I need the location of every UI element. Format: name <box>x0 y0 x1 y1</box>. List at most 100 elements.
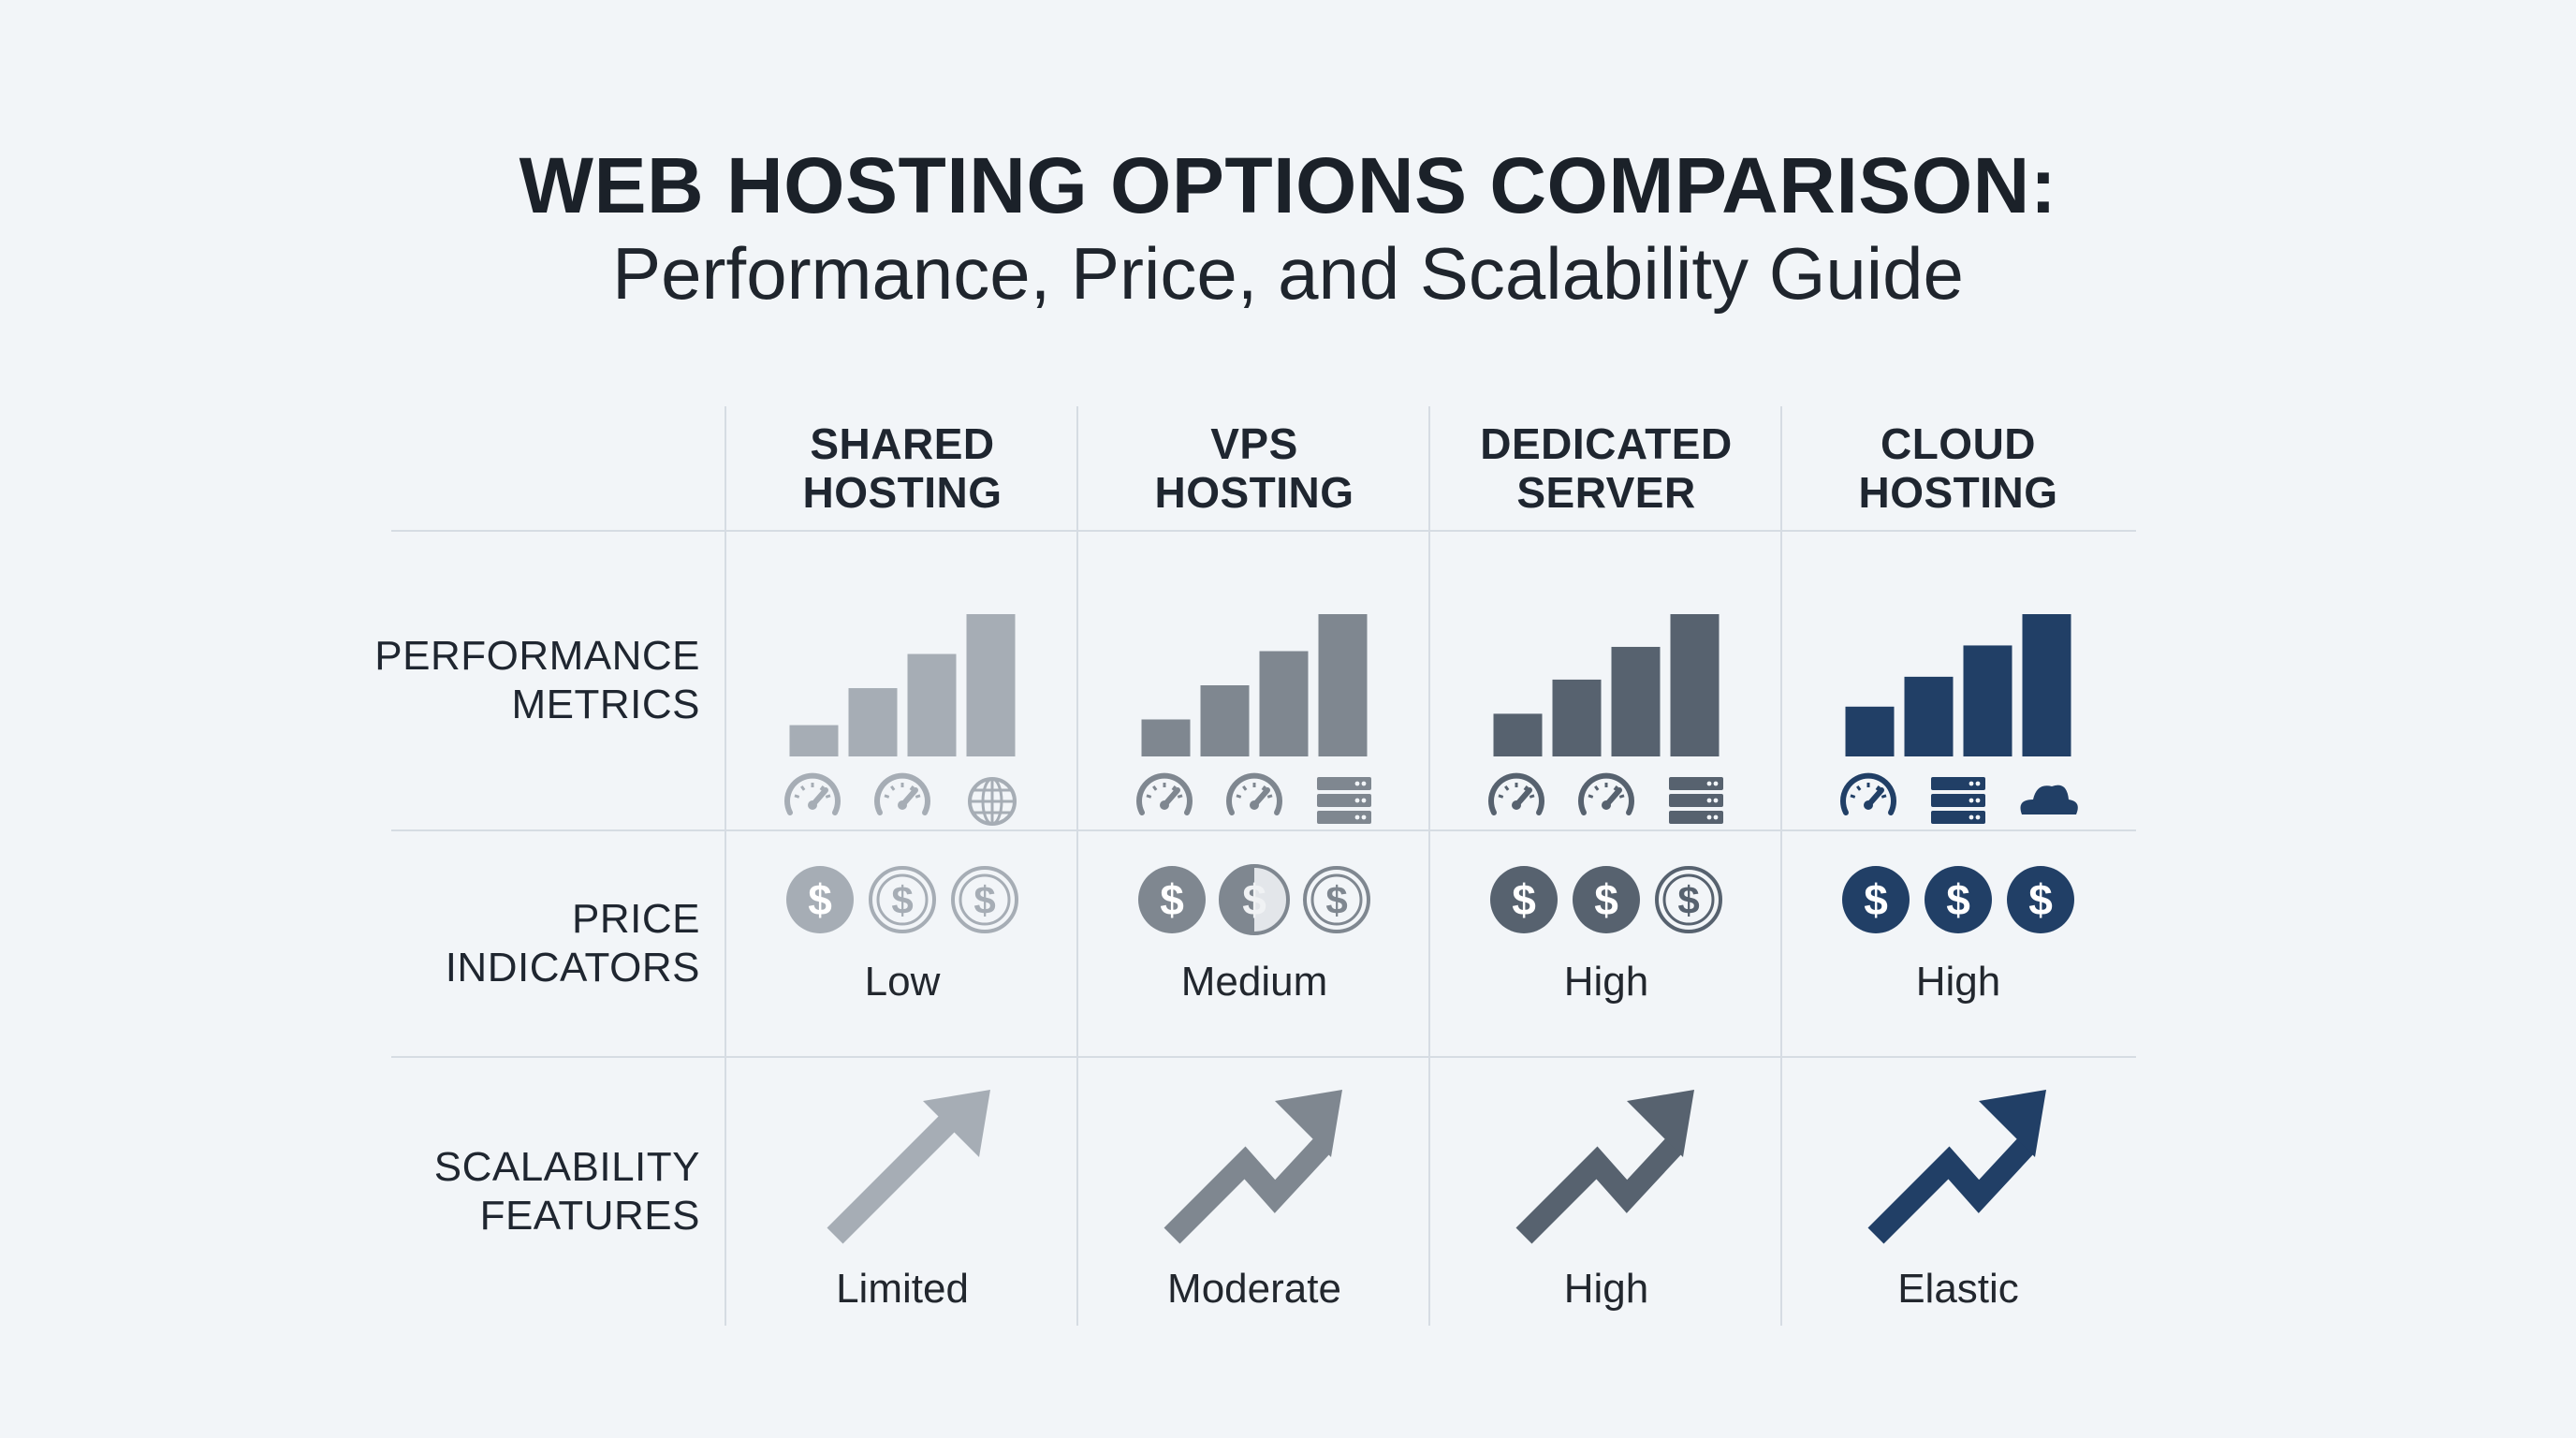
speedometer-icon <box>1226 772 1282 815</box>
svg-text:$: $ <box>891 878 913 922</box>
row-header-scalability: SCALABILITY FEATURES <box>391 1058 700 1326</box>
dollar-coin-icon: $ <box>1655 866 1722 933</box>
dollar-coin-icon: $ <box>1573 866 1640 933</box>
row-header-line: METRICS <box>511 682 700 727</box>
server-icon <box>1669 777 1723 824</box>
speedometer-icon <box>1578 772 1634 815</box>
scalability-cell-dedicated: High <box>1430 1058 1782 1326</box>
svg-text:$: $ <box>1160 875 1184 924</box>
dollar-coin-icon: $ <box>1490 866 1558 933</box>
svg-text:$: $ <box>2028 875 2053 924</box>
price-cell-cloud: $ $ $ High <box>1782 831 2134 1056</box>
price-cell-shared: $ $ $ Low <box>726 831 1078 1056</box>
performance-bar <box>789 725 839 756</box>
row-header-performance: PERFORMANCE METRICS <box>374 532 700 829</box>
dollar-coin-icon: $ <box>786 866 854 933</box>
scalability-cell-cloud: Elastic <box>1782 1058 2134 1326</box>
scalability-label: High <box>1563 1266 1649 1312</box>
server-icon <box>1317 777 1371 824</box>
dollar-coin-icon: $ <box>1138 866 1206 933</box>
column-header-line: HOSTING <box>1154 468 1354 517</box>
performance-bar <box>966 614 1016 756</box>
performance-bar <box>1552 679 1602 756</box>
scalability-label: Elastic <box>1897 1266 2019 1312</box>
row-divider <box>391 829 2136 831</box>
performance-bar <box>1963 645 2012 756</box>
row-header-line: PERFORMANCE <box>374 633 700 679</box>
column-header-line: SHARED <box>810 419 995 468</box>
svg-text:$: $ <box>973 878 995 922</box>
speedometer-icon <box>874 772 930 815</box>
zigzag-arrow-icon <box>1164 1090 1342 1244</box>
svg-text:$: $ <box>1325 878 1347 922</box>
row-divider <box>391 530 2136 532</box>
row-header-line: INDICATORS <box>445 945 700 990</box>
speedometer-icon <box>1840 772 1896 815</box>
performance-bar <box>907 653 957 756</box>
svg-text:$: $ <box>808 875 832 924</box>
performance-cell-dedicated <box>1430 532 1782 829</box>
speedometer-icon <box>1136 772 1193 815</box>
performance-bar <box>1845 706 1895 756</box>
scalability-cell-vps: Moderate <box>1078 1058 1430 1326</box>
column-header-cloud: CLOUD HOSTING <box>1782 406 2134 530</box>
performance-bar <box>848 688 898 756</box>
performance-cell-vps <box>1078 532 1430 829</box>
price-label: Medium <box>1180 959 1328 1005</box>
straight-arrow-icon <box>827 1090 990 1244</box>
performance-bar <box>1611 646 1661 756</box>
scalability-cell-shared: Limited <box>726 1058 1078 1326</box>
scalability-label: Moderate <box>1167 1266 1341 1312</box>
zigzag-arrow-icon <box>1515 1090 1694 1244</box>
row-header-price: PRICE INDICATORS <box>391 831 700 1056</box>
performance-bar <box>1904 676 1954 756</box>
globe-icon <box>968 777 1017 826</box>
page-subtitle: Performance, Price, and Scalability Guid… <box>612 232 1964 315</box>
column-header-line: VPS <box>1210 419 1298 468</box>
svg-text:$: $ <box>1594 875 1618 924</box>
speedometer-icon <box>784 772 841 815</box>
performance-bar <box>1670 614 1720 756</box>
price-label: High <box>1915 959 2001 1005</box>
dollar-coin-icon: $ <box>1219 864 1290 935</box>
page-title: WEB HOSTING OPTIONS COMPARISON: <box>519 141 2057 229</box>
price-cell-dedicated: $ $ $ High <box>1430 831 1782 1056</box>
column-divider <box>724 406 726 1326</box>
column-header-line: HOSTING <box>1858 468 2058 517</box>
column-header-line: HOSTING <box>802 468 1003 517</box>
dollar-coin-icon: $ <box>2007 866 2074 933</box>
column-header-vps: VPS HOSTING <box>1078 406 1430 530</box>
performance-bar <box>1318 614 1368 756</box>
price-label: High <box>1563 959 1649 1005</box>
column-divider <box>1428 406 1430 1326</box>
dollar-coin-icon: $ <box>1303 866 1370 933</box>
cloud-icon <box>2020 785 2078 814</box>
svg-text:$: $ <box>1864 875 1888 924</box>
comparison-table: SHARED HOSTING VPS HOSTING DEDICATED SERVER… <box>374 406 2136 1326</box>
title-block: WEB HOSTING OPTIONS COMPARISON: Performa… <box>0 140 2576 316</box>
svg-text:$: $ <box>1677 878 1699 922</box>
svg-text:$: $ <box>1512 875 1536 924</box>
svg-text:$: $ <box>1242 875 1266 924</box>
performance-bar <box>1259 651 1309 756</box>
dollar-coin-icon: $ <box>1842 866 1910 933</box>
column-header-line: DEDICATED <box>1480 419 1733 468</box>
dollar-coin-icon: $ <box>869 866 936 933</box>
performance-bar <box>2022 614 2071 756</box>
scalability-label: Limited <box>836 1266 969 1312</box>
column-header-shared: SHARED HOSTING <box>726 406 1078 530</box>
svg-text:$: $ <box>1946 875 1970 924</box>
column-divider <box>1780 406 1782 1326</box>
performance-bar <box>1200 685 1250 756</box>
row-divider <box>391 1056 2136 1058</box>
column-header-line: CLOUD <box>1880 419 2037 468</box>
row-header-line: FEATURES <box>479 1193 700 1239</box>
price-label: Low <box>864 959 941 1005</box>
dollar-coin-icon: $ <box>951 866 1018 933</box>
performance-cell-cloud <box>1782 532 2134 829</box>
row-header-line: SCALABILITY <box>433 1144 700 1190</box>
zigzag-arrow-icon <box>1867 1090 2046 1244</box>
performance-bar <box>1141 719 1191 756</box>
price-cell-vps: $ $ $ Medium <box>1078 831 1430 1056</box>
server-icon <box>1931 777 1985 824</box>
